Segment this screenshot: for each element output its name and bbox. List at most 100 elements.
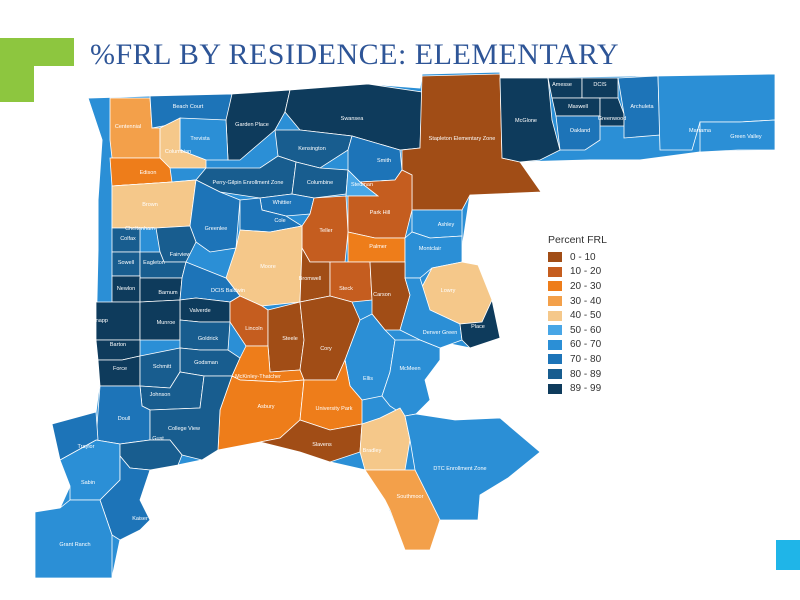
- district-label: Amesse: [552, 82, 572, 88]
- district-label: Colfax: [120, 236, 136, 242]
- district-label: Denver Green: [423, 330, 458, 336]
- district-label: Perry-Gilpin Enrollment Zone: [213, 180, 284, 186]
- district-label: Carson: [373, 292, 391, 298]
- district-label: Kaiser: [132, 516, 148, 522]
- district-label: Lincoln: [245, 326, 262, 332]
- district-label: Barton: [110, 342, 126, 348]
- district-label: McMeen: [399, 366, 420, 372]
- district-label: Steele: [282, 336, 298, 342]
- district-label: Park Hill: [370, 210, 390, 216]
- legend: Percent FRL 0 - 10 10 - 20 20 - 30 30 - 40 4…: [548, 234, 658, 396]
- district-label: Southmoor: [397, 494, 424, 500]
- district-label: Place: [471, 324, 485, 330]
- district-label: Goldrick: [198, 336, 218, 342]
- district-label: Brown: [142, 202, 158, 208]
- district-area: [699, 119, 776, 153]
- legend-swatch: [548, 369, 562, 380]
- slide-title: %FRL BY RESIDENCE: ELEMENTARY: [90, 38, 620, 71]
- district-area: [364, 469, 441, 551]
- district-label: Ashley: [438, 222, 455, 228]
- district-area: [381, 339, 441, 417]
- district-label: Cole: [274, 218, 285, 224]
- legend-item: 70 - 80: [548, 352, 658, 367]
- district-label: Green Valley: [730, 134, 762, 140]
- legend-item: 80 - 89: [548, 367, 658, 382]
- legend-item: 30 - 40: [548, 294, 658, 309]
- district-label: Montclair: [419, 246, 441, 252]
- district-label: Archuleta: [630, 104, 654, 110]
- legend-item: 89 - 99: [548, 381, 658, 396]
- legend-item: 50 - 60: [548, 323, 658, 338]
- legend-item: 0 - 10: [548, 250, 658, 265]
- legend-item: 10 - 20: [548, 265, 658, 280]
- district-label: Barnum: [158, 290, 178, 296]
- legend-label: 30 - 40: [570, 295, 602, 307]
- district-label: Columbian: [165, 149, 191, 155]
- district-label: Sabin: [81, 480, 95, 486]
- legend-swatch: [548, 281, 562, 292]
- district-label: Maxwell: [568, 104, 588, 110]
- district-label: Greenwood: [598, 116, 626, 122]
- district-label: Schmitt: [153, 364, 172, 370]
- legend-label: 89 - 99: [570, 383, 602, 395]
- district-label: Lowry: [441, 288, 456, 294]
- district-area: [34, 499, 113, 579]
- district-area: [555, 115, 601, 151]
- district-label: Doull: [118, 416, 131, 422]
- district-area: [329, 261, 373, 303]
- district-label: University Park: [316, 406, 353, 412]
- district-label: DTC Enrollment Zone: [433, 466, 486, 472]
- district-label: Centennial: [115, 124, 141, 130]
- district-label: Steck: [339, 286, 353, 292]
- legend-label: 40 - 50: [570, 310, 602, 322]
- district-label: Stapleton Elementary Zone: [429, 136, 496, 142]
- district-area: [459, 298, 501, 349]
- legend-title: Percent FRL: [548, 234, 607, 246]
- district-label: McKinley-Thatcher: [235, 374, 281, 380]
- district-label: College View: [168, 426, 200, 432]
- district-area: [119, 439, 183, 471]
- district-label: Sowell: [118, 260, 134, 266]
- legend-label: 70 - 80: [570, 353, 602, 365]
- district-label: DCIS: [593, 82, 606, 88]
- district-label: Asbury: [257, 404, 274, 410]
- legend-swatch: [548, 339, 562, 350]
- district-label: Gust: [152, 436, 164, 442]
- district-area: [399, 277, 463, 349]
- district-label: Grant Ranch: [59, 542, 90, 548]
- district-area: [581, 77, 619, 99]
- legend-label: 60 - 70: [570, 339, 602, 351]
- legend-item: 20 - 30: [548, 279, 658, 294]
- district-label: Munroe: [157, 320, 176, 326]
- district-label: Palmer: [369, 244, 387, 250]
- district-label: Oakland: [570, 128, 591, 134]
- legend-swatch: [548, 383, 562, 394]
- legend-swatch: [548, 354, 562, 365]
- district-label: Bradley: [363, 448, 382, 454]
- district-label: Force: [113, 366, 127, 372]
- district-label: Eagleton: [143, 260, 165, 266]
- district-area: [179, 319, 231, 351]
- district-label: McGlone: [515, 118, 537, 124]
- district-label: Stedman: [351, 182, 373, 188]
- legend-label: 20 - 30: [570, 280, 602, 292]
- district-label: Whittier: [273, 200, 292, 206]
- district-label: Knapp: [92, 318, 108, 324]
- district-label: DCIS Baldwin: [211, 288, 245, 294]
- district-area: [547, 77, 583, 99]
- district-label: Edison: [140, 170, 157, 176]
- district-label: Bromwell: [299, 276, 322, 282]
- district-label: Moore: [260, 264, 276, 270]
- legend-swatch: [548, 310, 562, 321]
- legend-item: 40 - 50: [548, 308, 658, 323]
- district-label: Marrama: [689, 128, 712, 134]
- district-label: Fairview: [170, 252, 191, 258]
- district-area: [99, 454, 151, 541]
- district-label: Kensington: [298, 146, 326, 152]
- legend-swatch: [548, 296, 562, 307]
- district-label: Newlon: [117, 286, 135, 292]
- legend-item: 60 - 70: [548, 338, 658, 353]
- district-label: Slavens: [312, 442, 332, 448]
- legend-label: 10 - 20: [570, 266, 602, 278]
